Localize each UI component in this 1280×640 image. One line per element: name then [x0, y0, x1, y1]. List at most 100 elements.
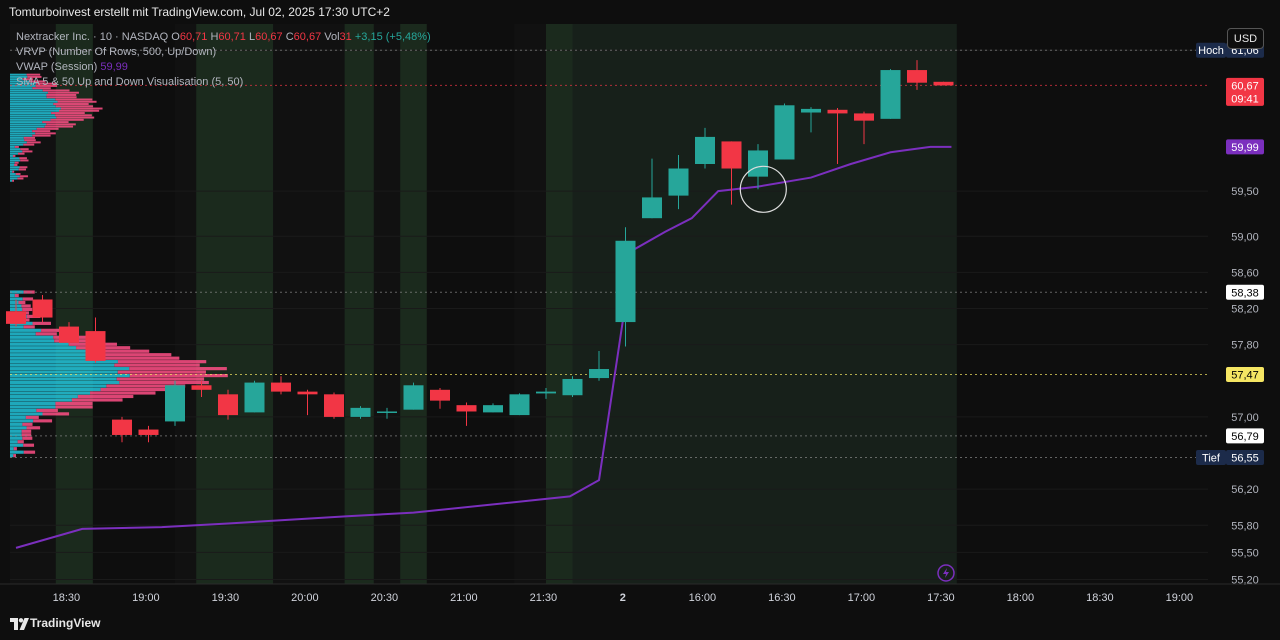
volume-profile-up-bar: [10, 152, 18, 155]
volume-profile-down-bar: [15, 173, 21, 175]
volume-profile-up-bar: [10, 96, 47, 99]
price-tag-time: 09:41: [1231, 93, 1259, 105]
volume-profile-down-bar: [23, 325, 35, 329]
volume-profile-down-bar: [12, 154, 16, 157]
volume-profile-up-bar: [10, 370, 118, 374]
price-tag-label: 56,55: [1231, 453, 1259, 465]
volume-profile-down-bar: [21, 304, 31, 308]
volume-profile-up-bar: [10, 75, 28, 78]
y-axis-tick-label: 59,50: [1231, 186, 1259, 198]
candle-body: [483, 405, 503, 413]
candle-body: [456, 405, 477, 412]
volume-profile-up-bar: [10, 177, 18, 180]
tradingview-logo-icon: [10, 618, 29, 630]
price-tag-label: 60,67: [1231, 80, 1259, 92]
legend-symbol: Nextracker Inc. · 10 · NASDAQ: [16, 31, 169, 43]
volume-profile-down-bar: [55, 401, 93, 406]
candle-body: [350, 407, 371, 417]
volume-profile-up-bar: [10, 401, 56, 406]
volume-profile-up-bar: [10, 109, 60, 112]
price-tag: [1226, 450, 1264, 466]
y-axis-tick-label: 58,20: [1231, 304, 1259, 316]
volume-profile-down-bar: [51, 112, 85, 115]
volume-profile-up-bar: [10, 105, 56, 108]
currency-button[interactable]: USD: [1227, 28, 1264, 49]
legend-vol: 31: [339, 31, 352, 43]
volume-profile-up-bar: [10, 166, 20, 169]
volume-profile-up-bar: [10, 159, 21, 162]
candle-body: [324, 394, 344, 417]
volume-profile-up-bar: [10, 173, 16, 175]
volume-profile-up-bar: [10, 374, 130, 378]
legend-vol-label: Vol: [324, 31, 340, 43]
legend-high: 60,71: [218, 31, 246, 43]
price-tag-label: 56,79: [1231, 431, 1259, 443]
candle-body: [880, 70, 901, 119]
x-axis-tick-label: 20:30: [371, 592, 399, 604]
volume-profile-down-bar: [32, 87, 51, 90]
volume-profile-up-bar: [10, 94, 47, 96]
price-chart[interactable]: 61,0659,5059,0058,6058,2057,8057,0056,20…: [0, 24, 1280, 608]
volume-profile-up-bar: [10, 168, 19, 171]
volume-profile-up-bar: [10, 154, 13, 157]
annotation-circle: [739, 165, 787, 213]
volume-profile-up-bar: [10, 164, 15, 166]
legend-indicator-sma[interactable]: SMA 5 & 50 Up and Down Visualisation (5,…: [16, 76, 244, 88]
volume-profile-down-bar: [46, 96, 77, 99]
legend-high-label: H: [210, 31, 219, 43]
extended-session-band: [546, 24, 573, 584]
volume-profile-up-bar: [10, 118, 51, 121]
legend-indicator-vwap-row[interactable]: VWAP (Session) 59,99: [16, 60, 431, 75]
volume-profile-up-bar: [10, 179, 13, 182]
legend-indicator-vrvp[interactable]: VRVP (Number Of Rows, 500, Up/Down): [16, 46, 217, 58]
volume-profile-up-bar: [10, 394, 78, 399]
volume-profile-up-bar: [10, 130, 33, 133]
volume-profile-up-bar: [10, 300, 19, 305]
volume-profile-down-bar: [17, 440, 24, 444]
volume-profile-down-bar: [55, 405, 93, 409]
x-axis-tick-label: 20:00: [291, 592, 319, 604]
volume-profile-down-bar: [55, 114, 92, 117]
x-axis-tick-label: 17:30: [927, 592, 955, 604]
y-axis-tick-label: 55,80: [1231, 520, 1259, 532]
volume-profile-up-bar: [10, 114, 56, 117]
candle-body: [615, 240, 636, 323]
volume-profile-down-bar: [35, 132, 56, 135]
volume-profile-down-bar: [77, 394, 134, 399]
volume-profile-up-bar: [10, 157, 20, 160]
volume-profile-down-bar: [17, 177, 24, 180]
volume-profile-up-bar: [10, 148, 21, 151]
volume-profile-up-bar: [10, 103, 54, 105]
candle-body: [6, 311, 26, 324]
volume-profile-up-bar: [10, 384, 107, 388]
volume-profile-up-bar: [10, 342, 69, 346]
x-axis-tick-label: 18:30: [1086, 592, 1114, 604]
brand-name: TradingView: [30, 616, 101, 630]
volume-profile-down-bar: [35, 84, 58, 87]
volume-profile-down-bar: [21, 429, 32, 433]
volume-profile-up-bar: [10, 349, 87, 353]
volume-profile-down-bar: [36, 408, 58, 412]
volume-profile-down-bar: [86, 349, 150, 353]
candle-body: [854, 113, 874, 121]
volume-profile-down-bar: [56, 116, 95, 119]
volume-profile-up-bar: [10, 127, 37, 130]
volume-profile-down-bar: [23, 290, 35, 294]
x-axis-tick-label: 19:00: [132, 592, 160, 604]
candle-body: [642, 197, 662, 219]
volume-profile-down-bar: [32, 321, 51, 325]
price-tag-label: 57,47: [1231, 369, 1259, 381]
candle-body: [191, 385, 212, 390]
legend-close-label: C: [285, 31, 294, 43]
volume-profile-down-bar: [23, 450, 36, 454]
candle-body: [907, 70, 927, 83]
chart-title: Tomturboinvest erstellt mit TradingView.…: [9, 5, 390, 19]
volume-profile-up-bar: [10, 426, 27, 430]
legend-open: 60,71: [179, 31, 208, 43]
volume-profile-up-bar: [10, 89, 43, 92]
volume-profile-down-bar: [32, 134, 51, 137]
y-axis-tick-label: 59,00: [1231, 231, 1259, 243]
volume-profile-down-bar: [129, 374, 228, 378]
volume-profile-down-bar: [129, 367, 227, 371]
volume-profile-up-bar: [10, 145, 15, 148]
